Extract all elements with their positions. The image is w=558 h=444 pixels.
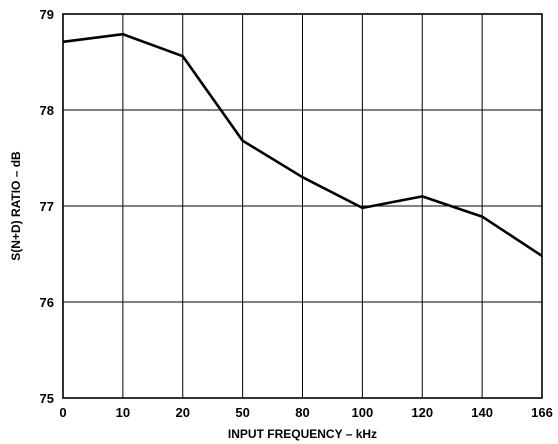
x-tick-label: 140 bbox=[471, 405, 493, 420]
y-tick-label: 75 bbox=[40, 391, 54, 406]
x-tick-label: 10 bbox=[116, 405, 130, 420]
y-tick-label: 77 bbox=[40, 199, 54, 214]
plot-frame bbox=[62, 13, 543, 399]
y-axis-title: S(N+D) RATIO – dB bbox=[9, 151, 23, 261]
x-axis-title: INPUT FREQUENCY – kHz bbox=[228, 427, 377, 441]
series-group bbox=[62, 32, 543, 257]
x-tick-label: 0 bbox=[59, 405, 66, 420]
x-tick-label: 80 bbox=[295, 405, 309, 420]
series-line bbox=[62, 32, 543, 257]
x-tick-label: 166 bbox=[531, 405, 553, 420]
y-tick-label: 78 bbox=[40, 103, 54, 118]
y-tick-labels: 75 76 77 78 79 bbox=[40, 7, 54, 406]
grid bbox=[63, 14, 542, 398]
x-tick-label: 100 bbox=[352, 405, 374, 420]
y-tick-label: 79 bbox=[40, 7, 54, 22]
y-tick-label: 76 bbox=[40, 295, 54, 310]
x-tick-label: 20 bbox=[176, 405, 190, 420]
x-tick-label: 120 bbox=[411, 405, 433, 420]
x-tick-labels: 0 10 20 50 80 100 120 140 166 bbox=[59, 405, 552, 420]
x-tick-label: 50 bbox=[235, 405, 249, 420]
